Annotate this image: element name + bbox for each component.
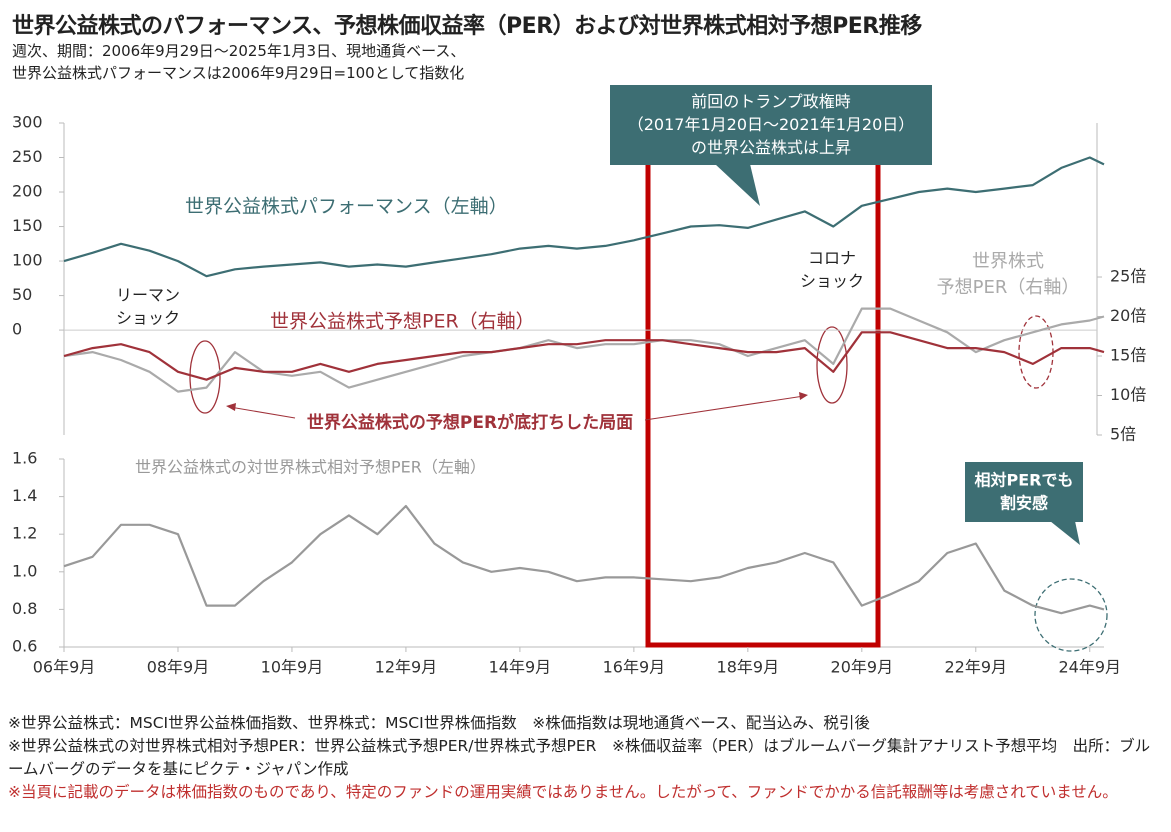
subtitle: 世界公益株式パフォーマンスは2006年9月29日=100として指数化: [12, 64, 465, 82]
y-tick-label: 200: [12, 182, 43, 201]
highlight-ellipse: [816, 326, 848, 404]
annotation: コロナショック: [800, 248, 864, 290]
x-tick-label: 16年9月: [603, 658, 666, 677]
arrow: [229, 406, 296, 419]
series-label: 世界公益株式予想PER（右軸）: [270, 311, 535, 333]
line-series: [63, 331, 1105, 381]
arrow: [644, 395, 805, 421]
note: ※世界公益株式の対世界株式相対予想PER：世界公益株式予想PER/世界株式予想P…: [8, 737, 1151, 778]
y-tick-label: 1.6: [12, 449, 37, 468]
series-label: 世界株式予想PER（右軸）: [937, 251, 1080, 298]
highlight-ellipse: [1018, 315, 1054, 389]
note: ※世界公益株式：MSCI世界公益株価指数、世界株式：MSCI世界株価指数 ※株価…: [8, 714, 870, 732]
y2-tick-label: 15倍: [1110, 346, 1146, 365]
y-tick-label: 0.8: [12, 599, 37, 618]
title: 世界公益株式のパフォーマンス、予想株価収益率（PER）および対世界株式相対予想P…: [12, 14, 922, 39]
highlight-circle: [1034, 578, 1108, 652]
series-label: 世界公益株式パフォーマンス（左軸）: [185, 196, 508, 218]
callout-box: [610, 85, 932, 165]
arrow-head: [799, 392, 808, 400]
annotation: 相対PERでも割安感: [975, 470, 1074, 512]
y2-tick-label: 20倍: [1110, 306, 1146, 325]
y2-tick-label: 25倍: [1110, 267, 1146, 286]
y-tick-label: 250: [12, 147, 43, 166]
callout-pointer: [1050, 521, 1080, 545]
callout-pointer: [715, 164, 760, 206]
x-tick-label: 12年9月: [375, 658, 438, 677]
y2-tick-label: 10倍: [1110, 385, 1146, 404]
highlight-ellipse: [189, 340, 221, 414]
annotation: リーマンショック: [116, 285, 180, 327]
y-tick-label: 300: [12, 113, 43, 132]
y-tick-label: 1.2: [12, 524, 37, 543]
x-tick-label: 10年9月: [261, 658, 324, 677]
series-label: 世界公益株式の対世界株式相対予想PER（左軸）: [135, 458, 486, 477]
y-tick-label: 150: [12, 216, 43, 235]
y-tick-label: 0: [12, 320, 22, 339]
line-series: [63, 156, 1105, 278]
x-tick-label: 18年9月: [717, 658, 780, 677]
x-tick-label: 24年9月: [1058, 658, 1121, 677]
y-tick-label: 1.0: [12, 561, 37, 580]
notes: ※世界公益株式：MSCI世界公益株価指数、世界株式：MSCI世界株価指数 ※株価…: [8, 712, 1158, 804]
arrow-head: [226, 403, 236, 411]
chart: 0 50 100 150 200 250 300 5倍 10倍 15倍 20倍 25倍 世界株式予想PE…: [12, 85, 1146, 677]
y-tick-label: 0.6: [12, 637, 37, 656]
x-tick-label: 06年9月: [33, 658, 96, 677]
y-tick-label: 50: [12, 285, 32, 304]
x-tick-label: 20年9月: [831, 658, 894, 677]
y2-tick-label: 5倍: [1110, 425, 1136, 444]
line-series: [63, 504, 1105, 615]
x-tick-label: 14年9月: [489, 658, 552, 677]
y-tick-label: 1.4: [12, 486, 37, 505]
annotation: 前回のトランプ政権時（2017年1月20日～2021年1月20日）の世界公益株式…: [628, 92, 915, 157]
x-tick-label: 08年9月: [147, 658, 210, 677]
y-tick-label: 100: [12, 251, 43, 270]
annotation: 世界公益株式の予想PERが底打ちした局面: [307, 412, 633, 433]
note: ※当頁に記載のデータは株価指数のものであり、特定のファンドの運用実績ではありませ…: [8, 783, 1118, 801]
subtitle: 週次、期間：2006年9月29日～2025年1月3日、現地通貨ベース、: [12, 42, 466, 60]
line-series: [63, 307, 1105, 393]
callout-box: [965, 462, 1083, 522]
x-tick-label: 22年9月: [945, 658, 1008, 677]
